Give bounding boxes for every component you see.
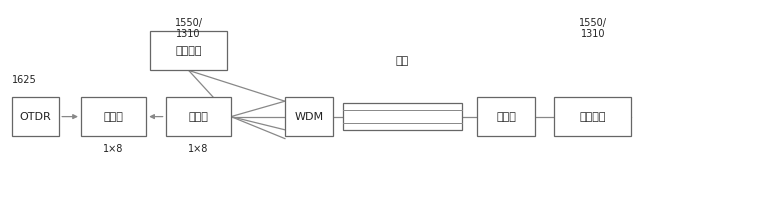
Bar	[285, 97, 333, 136]
Text: 滤波器: 滤波器	[497, 112, 516, 122]
Bar	[12, 97, 59, 136]
Text: 光开关: 光开关	[189, 112, 208, 122]
Text: 光缆: 光缆	[395, 56, 409, 66]
Bar	[554, 97, 631, 136]
Bar	[477, 97, 535, 136]
Text: 传输设备: 传输设备	[580, 112, 606, 122]
Text: 1550/
1310: 1550/ 1310	[175, 18, 203, 39]
Bar	[81, 97, 146, 136]
Text: WDM: WDM	[294, 112, 323, 122]
Text: 1×8: 1×8	[188, 144, 208, 154]
Bar	[166, 97, 231, 136]
Text: 传输设备: 传输设备	[176, 46, 202, 56]
Text: 1550/
1310: 1550/ 1310	[579, 18, 607, 39]
Text: 光开关: 光开关	[104, 112, 123, 122]
Text: OTDR: OTDR	[19, 112, 52, 122]
Bar	[150, 31, 227, 70]
Bar	[343, 103, 462, 130]
Text: 1×8: 1×8	[103, 144, 123, 154]
Text: 1625: 1625	[12, 75, 36, 85]
